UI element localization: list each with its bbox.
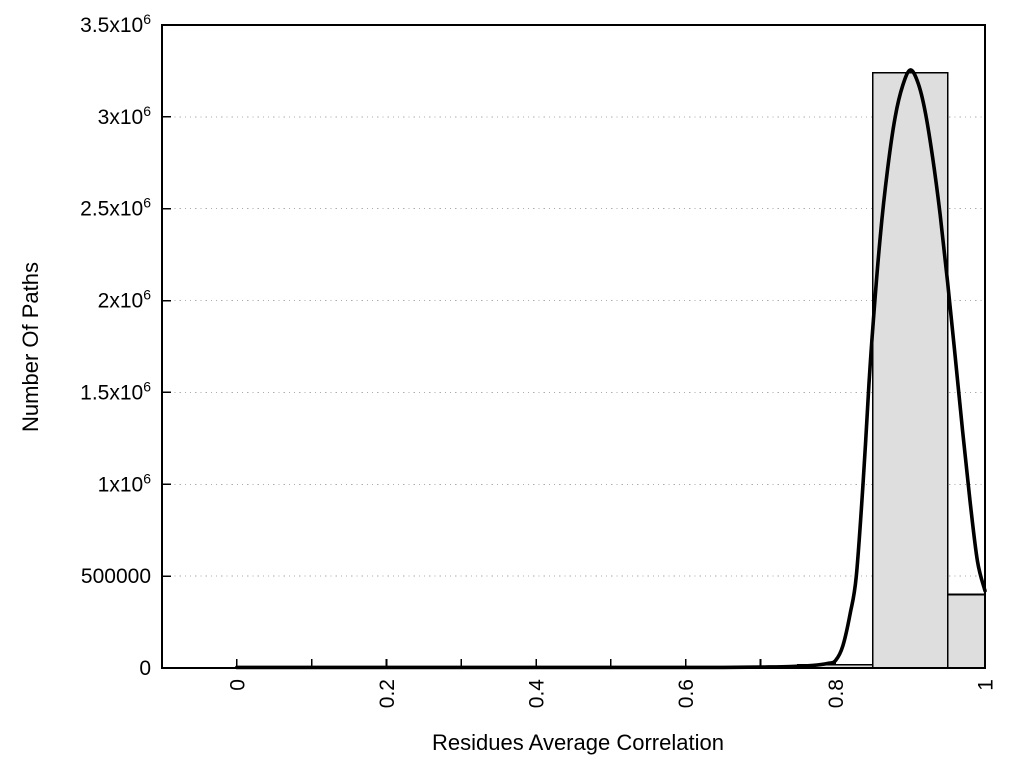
y-tick-label: 1.5x106 — [80, 378, 151, 404]
y-tick-label: 3.5x106 — [80, 11, 151, 37]
y-tick-label: 500000 — [81, 565, 151, 588]
plot-area: 0 500000 1x106 1.5x106 2x106 2.5x106 3x106 3.5x… — [80, 11, 997, 708]
histogram-bar — [871, 71, 949, 669]
y-tick-label: 2x106 — [98, 287, 152, 313]
plot-border — [161, 24, 986, 669]
y-tick-label: 2.5x106 — [80, 195, 151, 221]
y-tick-label: 1x106 — [98, 470, 152, 496]
x-axis-title: Residues Average Correlation — [432, 730, 724, 755]
x-tick-label: 1 — [975, 679, 998, 691]
histogram-bar — [946, 593, 986, 669]
x-tick-label: 0.4 — [526, 679, 549, 709]
x-tick-label: 0.6 — [675, 679, 698, 708]
x-tick-label: 0.2 — [376, 679, 399, 708]
y-tick-label: 0 — [139, 657, 151, 680]
x-tick-label: 0.8 — [825, 679, 848, 708]
y-tick-label: 3x106 — [98, 103, 152, 129]
y-axis-title: Number Of Paths — [18, 262, 43, 432]
x-tick-label: 0 — [226, 679, 249, 691]
